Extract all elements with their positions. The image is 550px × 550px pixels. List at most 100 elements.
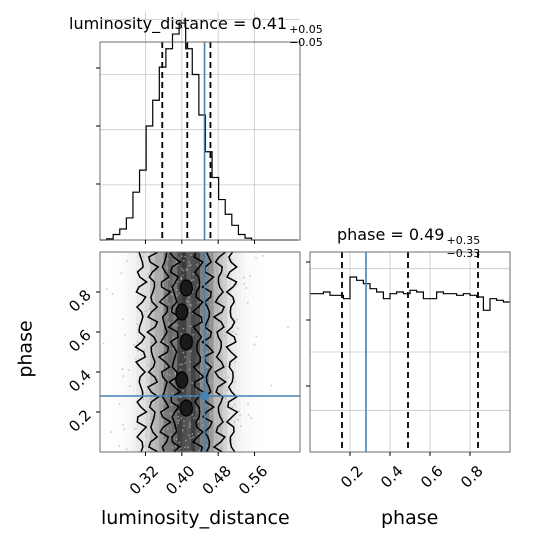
density-cell <box>100 442 105 452</box>
density-cell <box>281 332 287 343</box>
scatter-point <box>211 381 214 384</box>
density-cell <box>100 412 105 423</box>
density-cell <box>113 322 119 333</box>
density-cell <box>236 432 242 443</box>
density-cell <box>127 272 133 283</box>
density-cell <box>281 372 287 383</box>
scatter-point <box>226 389 229 392</box>
density-cell <box>159 262 164 273</box>
density-cell <box>145 272 151 283</box>
density-cell <box>145 302 151 313</box>
density-cell <box>113 432 119 443</box>
density-cell <box>209 402 214 413</box>
density-cell <box>281 352 287 363</box>
density-cell <box>100 372 105 383</box>
density-cell <box>227 342 233 353</box>
scatter-point <box>125 448 128 451</box>
density-cell <box>204 442 210 452</box>
density-cell <box>231 272 237 283</box>
density-cell <box>268 442 274 452</box>
scatter-point <box>195 408 198 411</box>
scatter-point <box>177 422 180 425</box>
density-cell <box>290 272 296 283</box>
density-cell <box>150 342 155 353</box>
scatter-point <box>158 402 161 405</box>
density-cell <box>213 442 219 452</box>
density-cell <box>240 292 246 303</box>
density-cell <box>254 422 260 433</box>
density-cell <box>240 442 246 452</box>
density-cell <box>131 372 137 383</box>
scatter-point <box>237 418 239 421</box>
density-cell <box>204 292 210 303</box>
density-cell <box>181 272 187 283</box>
density-cell <box>181 432 187 443</box>
density-cell <box>286 292 292 303</box>
density-cell <box>159 412 164 423</box>
density-cell <box>213 282 219 293</box>
density-cell <box>168 352 174 363</box>
density-cell <box>204 282 210 293</box>
scatter-point <box>189 437 192 440</box>
density-cell <box>218 432 224 443</box>
density-cell <box>136 352 142 363</box>
density-cell <box>118 382 124 393</box>
scatter-point <box>243 282 246 285</box>
density-cell <box>181 262 187 273</box>
density-cell <box>136 402 142 413</box>
density-cell <box>136 342 142 353</box>
density-cell <box>290 362 296 373</box>
density-cell <box>281 442 287 452</box>
scatter-point <box>202 424 204 427</box>
density-cell <box>200 292 205 303</box>
scatter-point <box>219 379 222 382</box>
scatter-point <box>142 255 144 258</box>
density-cell <box>240 402 246 413</box>
joint-content <box>100 252 300 452</box>
scatter-point <box>147 272 150 275</box>
scatter-point <box>180 332 182 335</box>
density-cell <box>268 312 274 323</box>
density-cell <box>240 362 246 373</box>
density-cell <box>231 282 237 293</box>
density-cell <box>227 352 233 363</box>
density-cell <box>222 302 228 313</box>
density-cell <box>177 352 183 363</box>
scatter-point <box>168 373 171 376</box>
scatter-point <box>120 272 123 274</box>
scatter-point <box>209 414 212 416</box>
contour-line-1 <box>212 252 227 452</box>
density-cell <box>290 352 296 363</box>
density-cell <box>127 412 133 423</box>
density-cell <box>181 252 187 263</box>
density-cell <box>127 432 133 443</box>
scatter-point <box>234 360 236 363</box>
scatter-point <box>182 259 185 262</box>
density-cell <box>131 282 137 293</box>
density-cell <box>259 332 264 343</box>
density-cell <box>150 372 155 383</box>
density-cell <box>190 302 196 313</box>
density-cell <box>172 252 178 263</box>
density-cell <box>290 262 296 273</box>
scatter-point <box>287 326 289 329</box>
scatter-point <box>238 410 240 413</box>
density-cell <box>127 252 133 263</box>
scatter-point <box>159 390 161 393</box>
density-cell <box>236 392 242 403</box>
scatter-point <box>178 419 181 421</box>
density-cell <box>263 342 269 353</box>
density-cell <box>181 392 187 403</box>
scatter-point <box>184 446 186 449</box>
density-cell <box>136 432 142 443</box>
density-cell <box>240 302 246 313</box>
density-cell <box>281 282 287 293</box>
density-cell <box>222 442 228 452</box>
density-cell <box>268 402 274 413</box>
scatter-point <box>165 296 168 299</box>
density-cell <box>190 382 196 393</box>
density-cell <box>140 302 146 313</box>
density-cell <box>136 422 142 433</box>
phase-xtick-label: 0.4 <box>377 462 407 492</box>
density-cell <box>159 292 164 303</box>
